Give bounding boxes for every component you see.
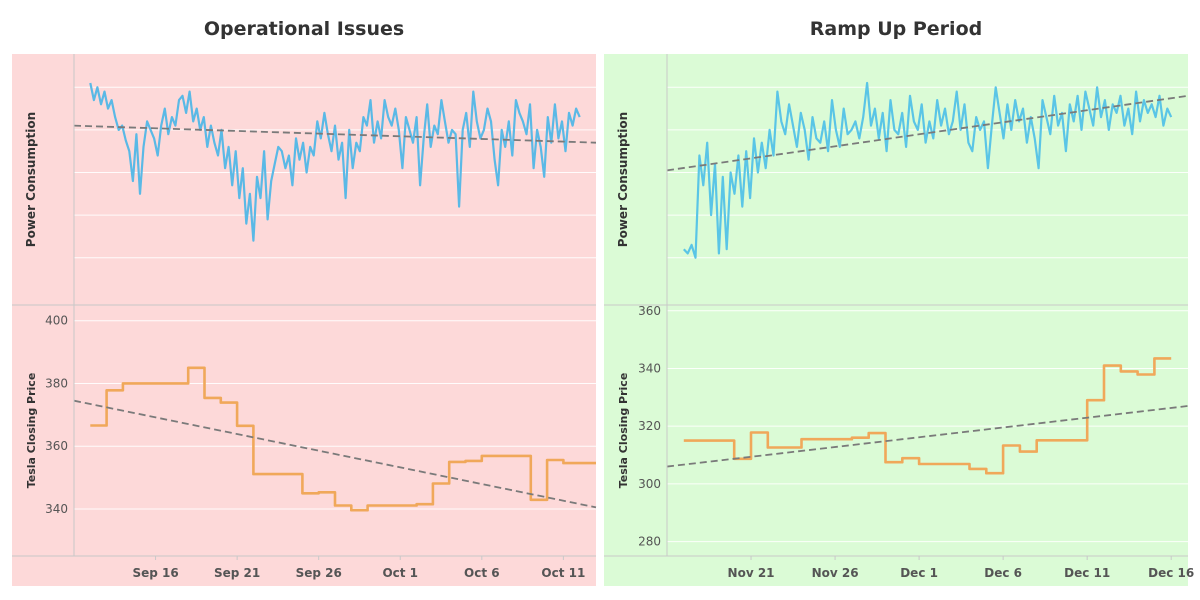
left-price-trendline bbox=[73, 399, 597, 509]
right-xtick-label: Dec 6 bbox=[984, 566, 1022, 580]
left-price-ytick-label: 400 bbox=[45, 314, 68, 328]
left-xtick-label: Oct 6 bbox=[464, 566, 500, 580]
left-chart-background bbox=[12, 54, 596, 586]
left-price-line bbox=[90, 366, 596, 512]
left-power-trendline bbox=[73, 124, 597, 144]
left-price-ytick-label: 360 bbox=[45, 439, 68, 453]
right-xtick-label: Nov 26 bbox=[812, 566, 859, 580]
right-price-ytick-label: 320 bbox=[638, 419, 661, 433]
left-power-ylabel: Power Consumption bbox=[24, 112, 38, 247]
left-price-ytick-label: 380 bbox=[45, 376, 68, 390]
left-power-line bbox=[89, 82, 581, 242]
left-xtick-label: Sep 16 bbox=[132, 566, 178, 580]
right-xtick-label: Dec 1 bbox=[900, 566, 938, 580]
right-chart-background bbox=[604, 54, 1188, 586]
right-price-line bbox=[683, 357, 1172, 475]
right-power-line bbox=[682, 81, 1173, 259]
right-price-ytick-label: 300 bbox=[638, 477, 661, 491]
left-price-ytick-label: 340 bbox=[45, 502, 68, 516]
right-xtick-label: Dec 11 bbox=[1064, 566, 1110, 580]
left-xtick-label: Oct 1 bbox=[382, 566, 418, 580]
left-xtick-label: Oct 11 bbox=[541, 566, 585, 580]
right-power-ylabel: Power Consumption bbox=[616, 112, 630, 247]
right-price-ytick-label: 280 bbox=[638, 535, 661, 549]
left-xtick-label: Sep 26 bbox=[296, 566, 342, 580]
right-xtick-label: Dec 16 bbox=[1148, 566, 1194, 580]
left-chart-title: Operational Issues bbox=[203, 18, 405, 40]
right-xtick-label: Nov 21 bbox=[728, 566, 775, 580]
right-price-ytick-label: 360 bbox=[638, 304, 661, 318]
right-price-ytick-label: 340 bbox=[638, 361, 661, 375]
left-price-ylabel: Tesla Closing Price bbox=[25, 373, 38, 489]
right-chart-title: Ramp Up Period bbox=[809, 18, 983, 40]
right-price-ylabel: Tesla Closing Price bbox=[617, 373, 630, 489]
left-xtick-label: Sep 21 bbox=[214, 566, 260, 580]
